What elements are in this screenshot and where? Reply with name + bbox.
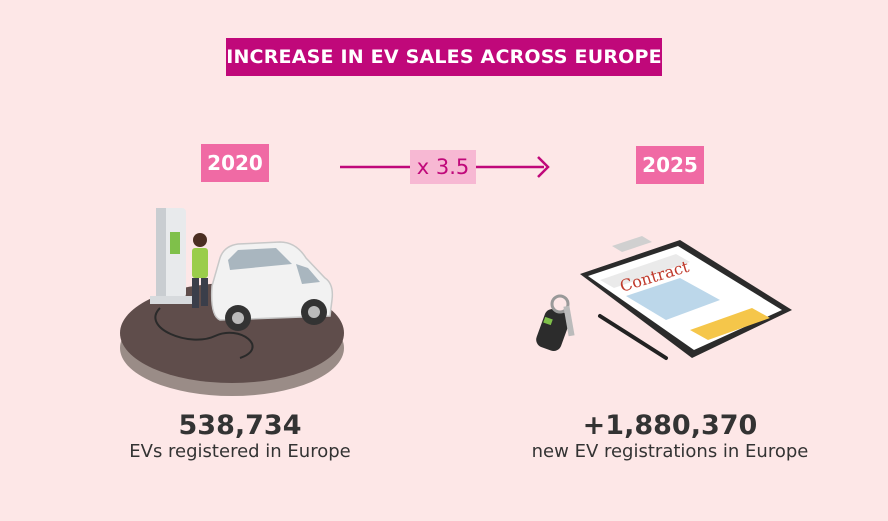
contract-clipboard-illustration-icon: Contract (536, 236, 792, 360)
stat-2025-number: +1,880,370 (582, 410, 758, 441)
pen-icon (598, 314, 668, 360)
car-key-icon (536, 294, 575, 351)
year-badge-2020: 2020 (201, 144, 269, 182)
growth-multiplier: x 3.5 (410, 150, 476, 184)
ev-charging-illustration-icon (120, 208, 344, 396)
page-title: INCREASE IN EV SALES ACROSS EUROPE (226, 38, 662, 76)
stat-2020-number: 538,734 (178, 410, 302, 441)
stat-2020-label: EVs registered in Europe (129, 441, 351, 462)
stat-2025-label: new EV registrations in Europe (531, 441, 809, 462)
year-badge-2025: 2025 (636, 146, 704, 184)
